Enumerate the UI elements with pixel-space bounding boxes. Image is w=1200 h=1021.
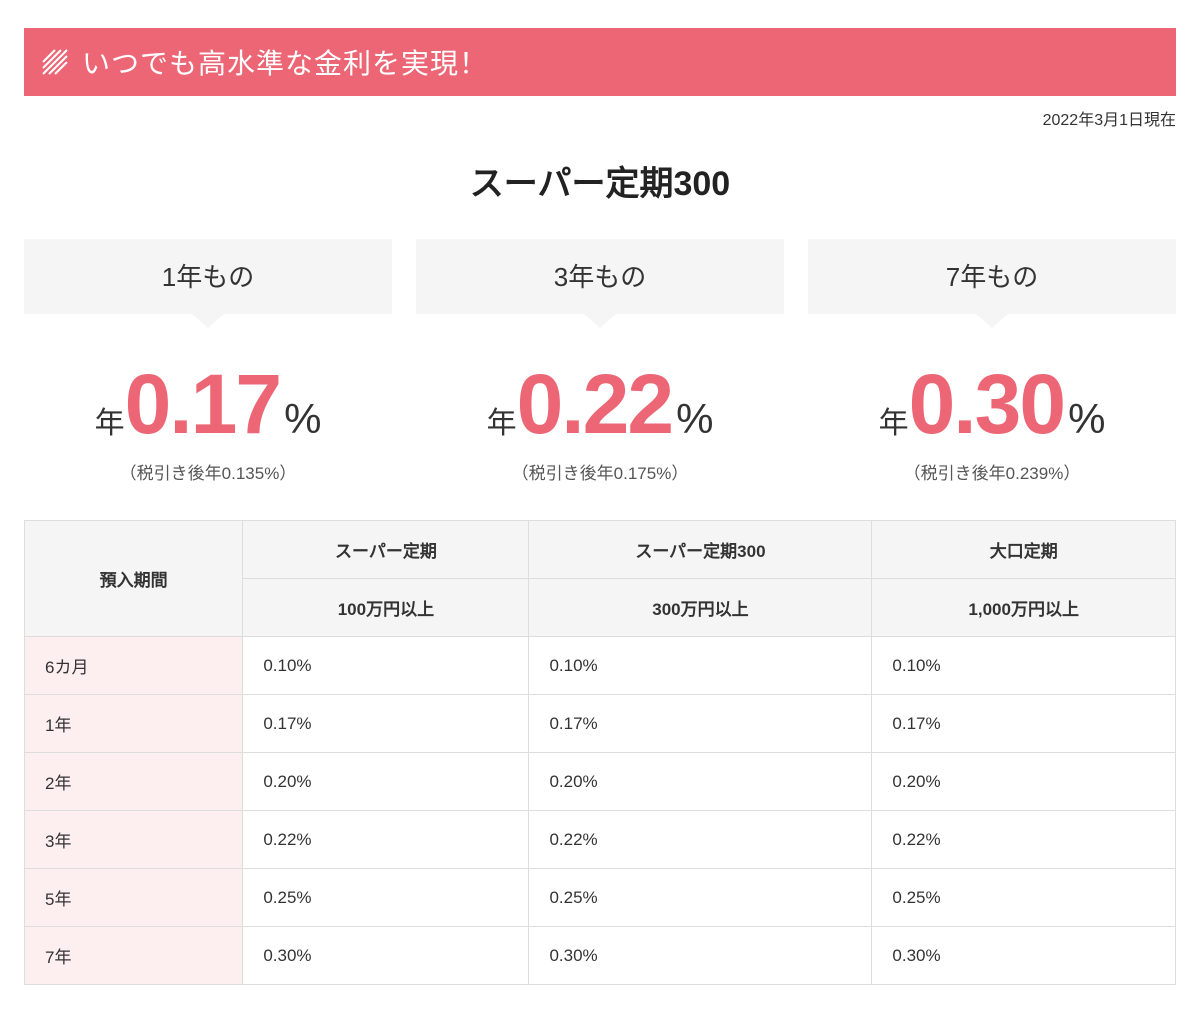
cell-rate: 0.20% [872,753,1176,811]
rate-percent: % [1068,395,1105,442]
rate-value-line: 年0.30% [808,356,1176,453]
cell-rate: 0.22% [529,811,872,869]
th-product: スーパー定期 [243,521,529,579]
table-row: 5年0.25%0.25%0.25% [25,869,1176,927]
cell-rate: 0.10% [872,637,1176,695]
as-of-date: 2022年3月1日現在 [24,106,1176,130]
rate-value-line: 年0.22% [416,356,784,453]
headline-banner: いつでも高水準な金利を実現！ [24,28,1176,96]
rate-after-tax-note: （税引き後年0.175%） [416,459,784,484]
cell-rate: 0.25% [243,869,529,927]
table-row: 7年0.30%0.30%0.30% [25,927,1176,985]
cell-rate: 0.17% [529,695,872,753]
featured-rate-cards: 1年もの 年0.17% （税引き後年0.135%） 3年もの 年0.22% （税… [24,239,1176,484]
cell-rate: 0.22% [243,811,529,869]
rate-value: 0.22 [517,357,673,451]
th-period: 預入期間 [25,521,243,637]
rate-percent: % [676,395,713,442]
table-row: 2年0.20%0.20%0.20% [25,753,1176,811]
stripes-icon [42,49,68,75]
rate-after-tax-note: （税引き後年0.239%） [808,459,1176,484]
cell-period: 1年 [25,695,243,753]
rate-term-callout: 7年もの [808,239,1176,314]
rate-prefix: 年 [487,407,517,440]
cell-rate: 0.30% [872,927,1176,985]
cell-rate: 0.10% [529,637,872,695]
cell-period: 7年 [25,927,243,985]
th-product: 大口定期 [872,521,1176,579]
rate-percent: % [284,395,321,442]
cell-rate: 0.25% [529,869,872,927]
cell-rate: 0.30% [529,927,872,985]
cell-rate: 0.10% [243,637,529,695]
rate-prefix: 年 [879,407,909,440]
th-threshold: 1,000万円以上 [872,579,1176,637]
page-title: スーパー定期300 [24,156,1176,205]
rate-card: 7年もの 年0.30% （税引き後年0.239%） [808,239,1176,484]
cell-period: 3年 [25,811,243,869]
cell-rate: 0.25% [872,869,1176,927]
rate-term-callout: 1年もの [24,239,392,314]
cell-rate: 0.17% [243,695,529,753]
headline-text: いつでも高水準な金利を実現！ [82,42,488,82]
rate-card: 3年もの 年0.22% （税引き後年0.175%） [416,239,784,484]
rate-value: 0.17 [125,357,281,451]
cell-rate: 0.20% [243,753,529,811]
cell-rate: 0.22% [872,811,1176,869]
cell-period: 5年 [25,869,243,927]
rate-card: 1年もの 年0.17% （税引き後年0.135%） [24,239,392,484]
rate-term-callout: 3年もの [416,239,784,314]
rate-after-tax-note: （税引き後年0.135%） [24,459,392,484]
table-row: 6カ月0.10%0.10%0.10% [25,637,1176,695]
cell-rate: 0.20% [529,753,872,811]
table-row: 3年0.22%0.22%0.22% [25,811,1176,869]
th-threshold: 300万円以上 [529,579,872,637]
rate-value-line: 年0.17% [24,356,392,453]
cell-rate: 0.30% [243,927,529,985]
rate-prefix: 年 [95,407,125,440]
rates-table-body: 6カ月0.10%0.10%0.10%1年0.17%0.17%0.17%2年0.2… [25,637,1176,985]
cell-period: 2年 [25,753,243,811]
rate-value: 0.30 [909,357,1065,451]
table-row: 1年0.17%0.17%0.17% [25,695,1176,753]
th-product: スーパー定期300 [529,521,872,579]
cell-period: 6カ月 [25,637,243,695]
th-threshold: 100万円以上 [243,579,529,637]
cell-rate: 0.17% [872,695,1176,753]
rates-table: 預入期間 スーパー定期 スーパー定期300 大口定期 100万円以上 300万円… [24,520,1176,985]
